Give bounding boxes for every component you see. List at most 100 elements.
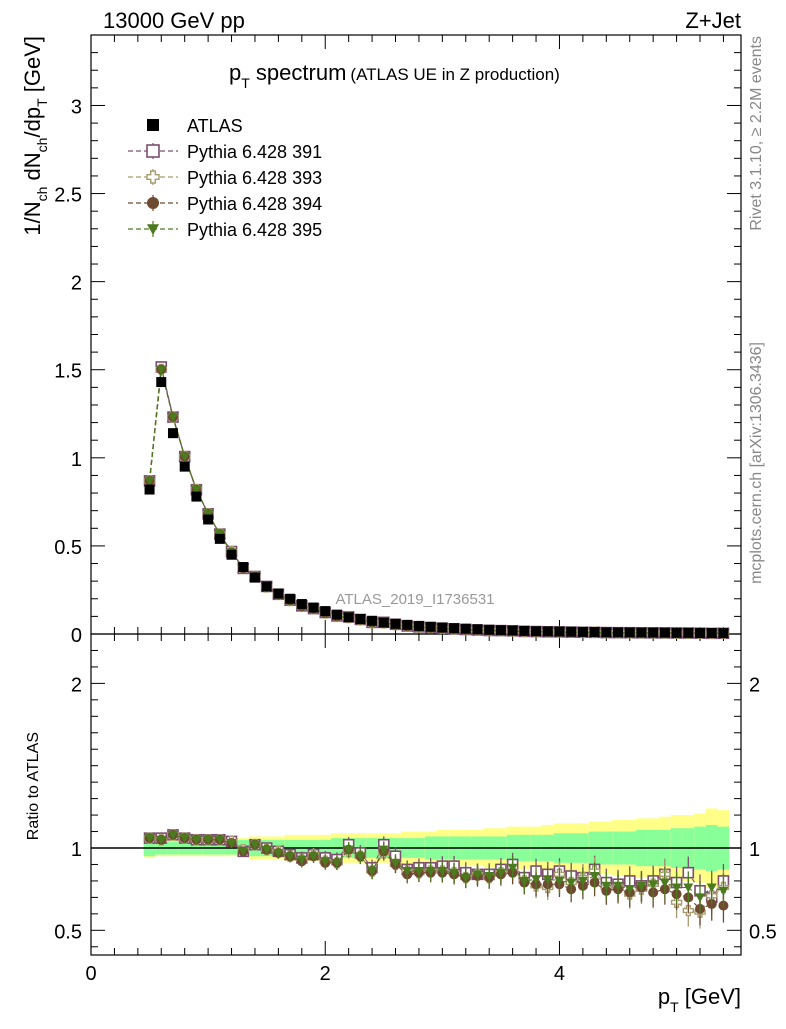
data-point <box>203 514 214 525</box>
data-point <box>320 606 331 617</box>
x-tick-label: 0 <box>85 963 96 985</box>
ratio-data-point <box>706 883 717 893</box>
ratio-data-point <box>437 867 448 877</box>
legend-label: Pythia 6.428 394 <box>187 194 322 214</box>
ratio-data-point <box>566 878 577 888</box>
data-point <box>507 625 518 636</box>
ratio-data-point <box>425 867 436 877</box>
data-point <box>156 377 167 388</box>
ratio-data-point <box>495 868 506 878</box>
ratio-series-pythia-6-428-395 <box>144 830 729 914</box>
data-point <box>214 533 225 544</box>
legend-label: Pythia 6.428 395 <box>187 220 322 240</box>
ratio-data-point <box>624 885 635 895</box>
data-point <box>589 627 600 638</box>
data-point <box>437 622 448 633</box>
legend-marker <box>146 170 160 184</box>
data-point <box>648 627 659 638</box>
data-point <box>156 365 167 375</box>
ratio-data-point <box>249 840 260 850</box>
legend-label: Pythia 6.428 393 <box>187 168 322 188</box>
ratio-plot-series <box>143 829 730 929</box>
data-point <box>425 621 436 632</box>
ratio-data-point <box>226 839 237 849</box>
ratio-data-point <box>683 883 694 893</box>
data-point <box>249 572 260 583</box>
ratio-data-point <box>671 883 682 893</box>
data-point <box>179 452 190 462</box>
data-point <box>460 623 471 634</box>
data-point <box>531 626 542 637</box>
ratio-data-point <box>273 848 284 858</box>
x-axis-label: pT [GeV] <box>658 984 741 1015</box>
ratio-data-point <box>191 835 202 845</box>
ratio-data-point <box>285 852 296 862</box>
data-point <box>144 476 155 486</box>
ratio-data-point <box>390 858 401 868</box>
data-point <box>179 461 190 472</box>
ratio-tick-label-right: 0.5 <box>749 921 777 943</box>
ratio-data-point <box>601 881 612 891</box>
legend-item: Pythia 6.428 393 <box>128 168 322 188</box>
data-point <box>261 581 272 592</box>
data-point <box>636 627 647 638</box>
data-point <box>191 491 202 502</box>
ratio-data-point <box>531 875 542 885</box>
ratio-data-point <box>577 876 588 886</box>
legend-marker <box>147 197 159 209</box>
data-point <box>413 620 424 631</box>
y-tick-label: 2.5 <box>54 185 82 207</box>
ratio-data-point <box>308 852 319 862</box>
ratio-data-point <box>343 845 354 855</box>
data-point <box>367 615 378 626</box>
data-point <box>601 627 612 638</box>
data-point <box>566 626 577 637</box>
legend-item: Pythia 6.428 391 <box>128 142 322 162</box>
ratio-data-point <box>554 876 565 886</box>
ratio-data-point <box>460 873 471 883</box>
rivet-label: Rivet 3.1.10, ≥ 2.2M events <box>748 36 765 231</box>
data-point <box>484 624 495 635</box>
ratio-data-point <box>355 852 366 862</box>
data-point <box>273 588 284 599</box>
ratio-data-point <box>261 845 272 855</box>
ratio-data-point <box>214 835 225 845</box>
ratio-data-point <box>648 880 659 890</box>
data-point <box>203 509 214 519</box>
data-point <box>554 626 565 637</box>
ratio-data-point <box>144 834 155 844</box>
data-point <box>308 602 319 613</box>
data-point <box>449 623 460 634</box>
data-point <box>167 413 178 423</box>
data-point <box>226 549 237 560</box>
main-plot-series <box>143 361 730 640</box>
data-point <box>402 619 413 630</box>
ratio-data-point <box>718 886 729 896</box>
ratio-data-point <box>449 868 460 878</box>
data-point <box>577 626 588 637</box>
data-point <box>238 562 249 573</box>
legend-item: Pythia 6.428 394 <box>128 194 322 214</box>
data-point <box>331 609 342 620</box>
ratio-data-point <box>413 867 424 877</box>
analysis-id-label: ATLAS_2019_I1736531 <box>335 591 494 608</box>
legend-marker <box>147 119 159 131</box>
header-left-label: 13000 GeV pp <box>103 8 245 33</box>
ratio-data-point <box>402 867 413 877</box>
ratio-data-point <box>156 835 167 845</box>
ratio-tick-label-left: 1 <box>71 839 82 861</box>
ratio-data-point <box>203 835 214 845</box>
ratio-data-point <box>238 847 249 857</box>
legend-marker <box>146 144 160 158</box>
ratio-tick-label-right: 1 <box>749 839 760 861</box>
data-point <box>542 626 553 637</box>
ratio-data-point <box>589 871 600 881</box>
data-point <box>378 617 389 628</box>
data-point <box>706 628 717 639</box>
data-point <box>390 618 401 629</box>
y-tick-label: 3 <box>71 96 82 118</box>
ratio-data-point <box>519 876 530 886</box>
legend: ATLAS Pythia 6.428 391 Pythia 6.428 393 Pyt… <box>128 116 322 240</box>
